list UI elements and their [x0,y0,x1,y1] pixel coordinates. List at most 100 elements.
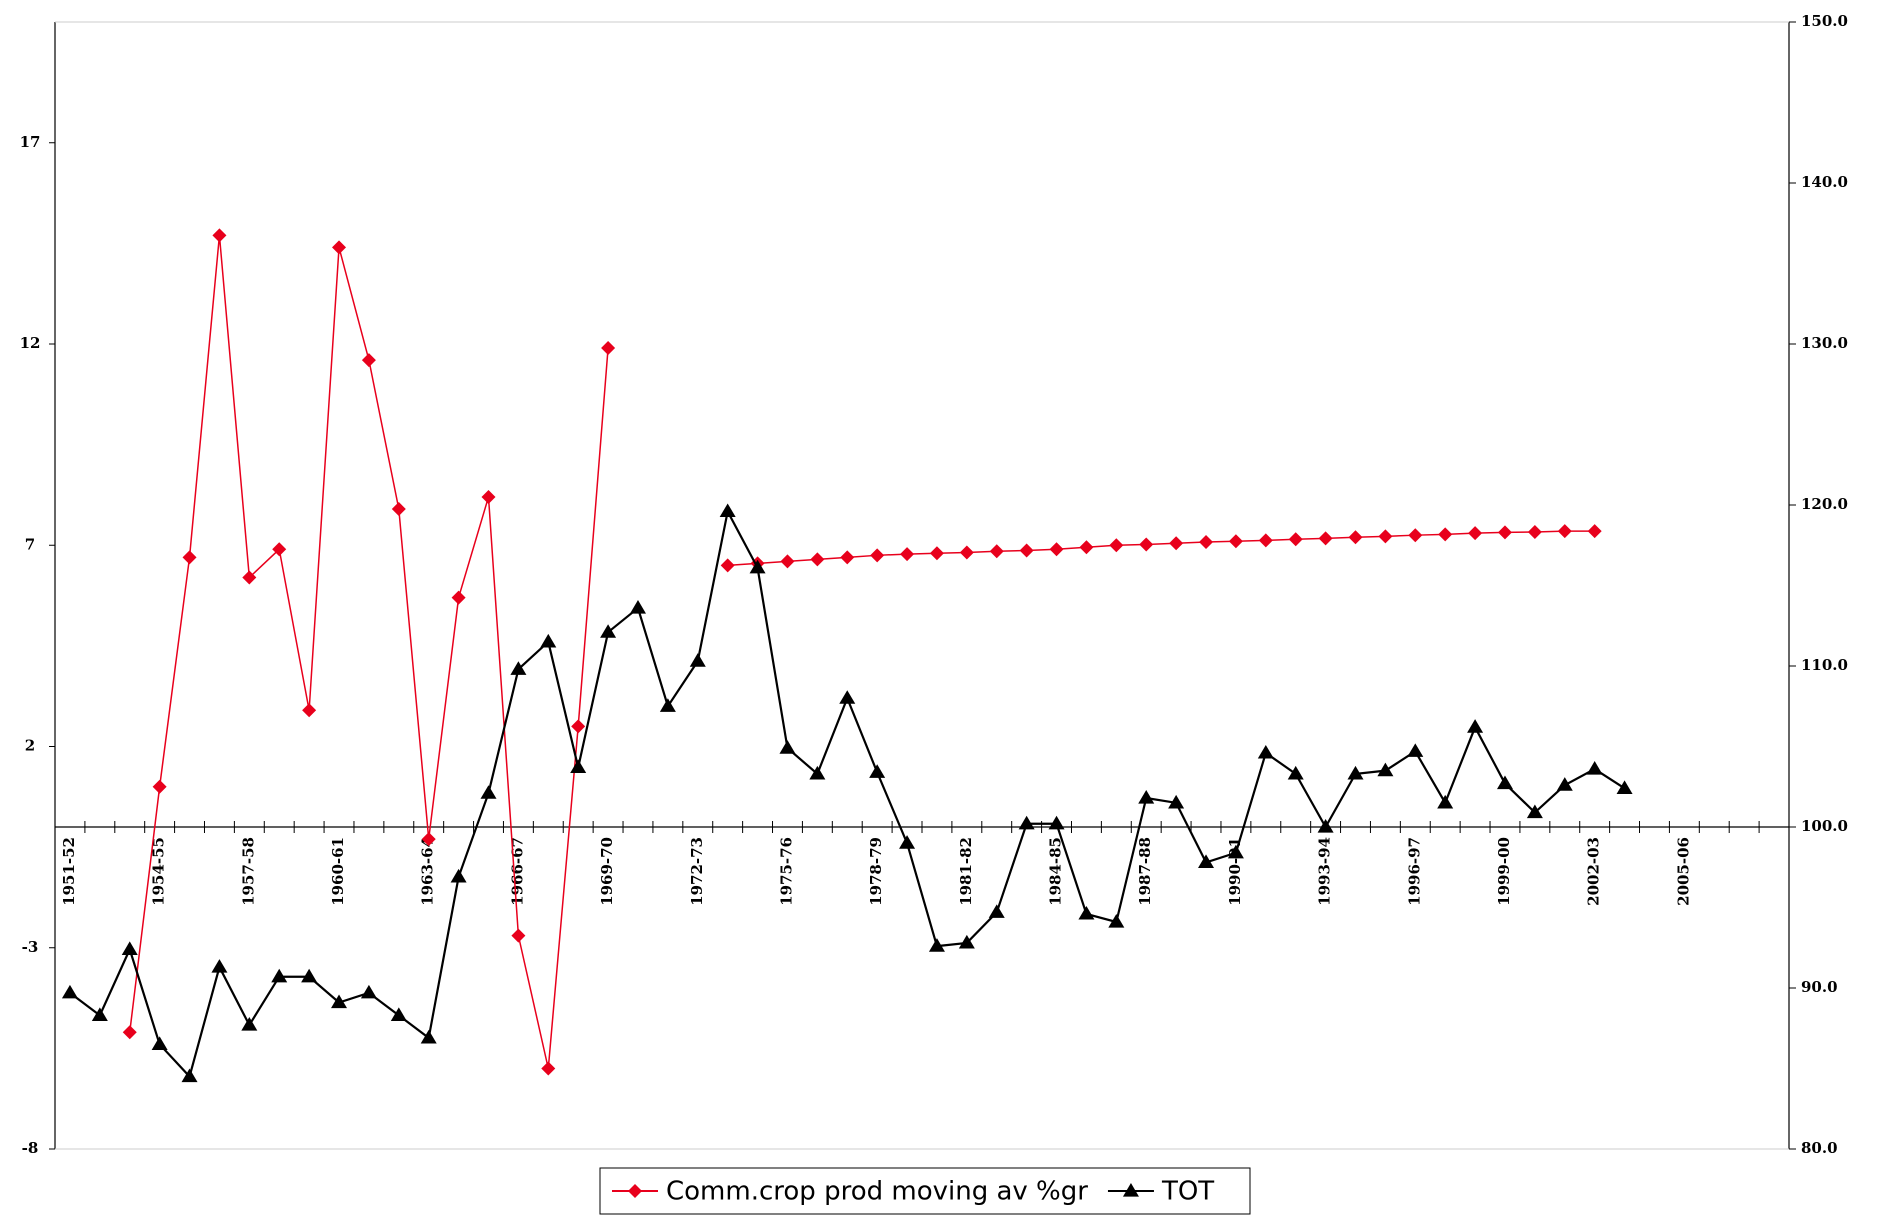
y2-tick-label: 110.0 [1801,656,1848,674]
data-point [302,703,317,718]
y2-tick-label: 90.0 [1801,978,1838,996]
data-point [1049,542,1064,557]
data-point [152,779,167,794]
data-point [272,542,287,557]
data-point [988,904,1005,918]
data-point [242,570,257,585]
data-point [1616,780,1633,794]
y-tick-label: -3 [22,938,39,956]
y-tick-label: 7 [25,535,35,553]
y-tick-label: 12 [20,334,41,352]
data-point [121,941,138,955]
data-point [301,968,318,983]
data-point [571,719,586,734]
data-point [480,785,497,799]
data-point [332,240,347,255]
data-point [600,624,617,638]
data-point [1467,719,1484,733]
data-point [1438,527,1453,542]
data-point [899,835,916,849]
data-point [839,690,856,704]
series-line [128,235,1595,1069]
data-point [1468,526,1483,541]
data-point [1139,537,1154,552]
data-point [1228,534,1243,549]
x-tick-label: 1999-00 [1495,837,1513,906]
y2-tick-label: 130.0 [1801,334,1848,352]
data-point [809,765,826,780]
data-point [1257,744,1274,759]
legend-marker [628,1184,642,1198]
x-tick-label: 1960-61 [329,837,347,906]
data-point [541,1061,556,1076]
data-point [211,959,228,973]
x-tick-label: 1975-76 [777,837,795,906]
data-point [481,489,496,504]
data-point [1168,794,1185,809]
x-tick-label: 1957-58 [239,837,257,906]
data-point [1318,531,1333,546]
data-point [450,868,467,883]
data-point [91,1007,108,1021]
data-point [659,698,676,712]
data-point [1348,530,1363,545]
data-point [719,503,736,518]
data-point [212,228,227,243]
y-tick-label: 17 [20,133,41,151]
x-tick-label: 1978-79 [867,837,885,906]
data-point [1288,532,1303,547]
data-point [989,544,1004,559]
x-tick-label: 1972-73 [688,837,706,906]
x-tick-label: 1963-64 [419,837,437,906]
data-point [1587,524,1602,539]
x-tick-label: 1969-70 [598,837,616,906]
data-point [182,550,197,565]
data-point [61,984,78,999]
data-point [900,547,915,562]
data-point [420,1029,437,1044]
data-point [1108,913,1125,928]
data-point [720,558,735,573]
data-point [390,1007,407,1021]
data-point [779,740,796,754]
data-point [810,552,825,567]
data-point [1437,794,1454,809]
data-point [1586,761,1603,775]
data-point [1407,743,1424,757]
data-point [1287,765,1304,780]
data-point [1377,762,1394,777]
data-point [1169,536,1184,551]
data-point [1347,765,1364,780]
data-point [1199,535,1214,550]
legend-marker [1122,1183,1139,1197]
data-point [1079,540,1094,555]
data-point [421,832,436,847]
x-tick-label: 1981-82 [957,837,975,906]
data-point [1258,533,1273,548]
data-point [511,928,526,943]
y2-tick-label: 150.0 [1801,12,1848,30]
data-point [840,550,855,565]
data-point [780,554,795,569]
x-tick-label: 1954-55 [150,837,168,906]
x-tick-label: 2002-03 [1585,837,1603,906]
data-point [929,546,944,561]
data-point [629,600,646,614]
data-point [1138,790,1155,804]
x-tick-label: 1966-67 [508,837,526,906]
data-point [151,1036,168,1050]
y2-tick-label: 120.0 [1801,495,1848,513]
data-point [689,653,706,667]
legend-label: TOT [1161,1177,1214,1207]
x-tick-label: 1993-94 [1316,837,1334,906]
data-point [1527,524,1542,539]
y2-tick-label: 100.0 [1801,817,1848,835]
legend-label: Comm.crop prod moving av %gr [666,1177,1088,1207]
x-tick-label: 1987-88 [1136,837,1154,906]
data-point [1526,804,1543,819]
y-tick-label: -8 [22,1139,39,1157]
data-point [1557,524,1572,539]
data-point [1497,525,1512,540]
data-point [510,661,527,675]
